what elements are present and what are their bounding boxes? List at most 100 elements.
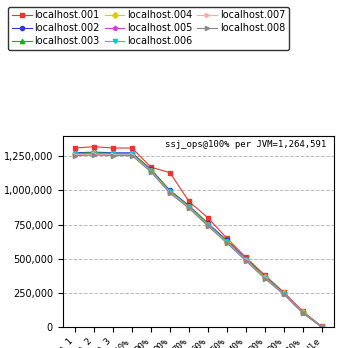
localhost.006: [92, 152, 96, 156]
localhost.002: [225, 238, 229, 243]
localhost.002: [73, 151, 77, 155]
localhost.006: [168, 190, 172, 195]
localhost.006: [73, 152, 77, 157]
localhost.004: [320, 325, 324, 329]
localhost.007: [206, 223, 210, 228]
localhost.005: [130, 152, 134, 156]
Line: localhost.007: localhost.007: [73, 152, 324, 329]
localhost.005: [187, 205, 191, 209]
Text: ssj_ops@100% per JVM=1,264,591: ssj_ops@100% per JVM=1,264,591: [165, 140, 326, 149]
localhost.003: [263, 275, 267, 279]
localhost.001: [301, 309, 305, 314]
localhost.003: [206, 222, 210, 226]
localhost.005: [73, 152, 77, 156]
localhost.001: [244, 255, 248, 260]
localhost.003: [73, 151, 77, 156]
localhost.001: [111, 146, 115, 150]
localhost.008: [130, 153, 134, 158]
localhost.006: [225, 240, 229, 244]
localhost.002: [111, 151, 115, 155]
localhost.001: [206, 216, 210, 220]
localhost.003: [225, 239, 229, 243]
localhost.005: [168, 190, 172, 194]
localhost.007: [73, 153, 77, 157]
localhost.002: [187, 203, 191, 207]
localhost.006: [187, 205, 191, 209]
localhost.005: [282, 292, 286, 296]
localhost.001: [263, 273, 267, 277]
localhost.001: [130, 146, 134, 150]
localhost.001: [282, 290, 286, 294]
localhost.006: [206, 223, 210, 227]
localhost.002: [282, 291, 286, 295]
localhost.008: [168, 191, 172, 195]
localhost.005: [111, 152, 115, 156]
localhost.008: [206, 224, 210, 228]
Line: localhost.001: localhost.001: [73, 144, 324, 329]
localhost.002: [149, 167, 153, 171]
Line: localhost.004: localhost.004: [73, 151, 324, 329]
localhost.008: [73, 153, 77, 158]
localhost.004: [92, 151, 96, 156]
localhost.003: [282, 291, 286, 295]
localhost.002: [130, 151, 134, 155]
Legend: localhost.001, localhost.002, localhost.003, localhost.004, localhost.005, local: localhost.001, localhost.002, localhost.…: [8, 7, 289, 50]
localhost.004: [282, 291, 286, 295]
localhost.005: [225, 240, 229, 244]
Line: localhost.008: localhost.008: [73, 153, 324, 329]
localhost.008: [263, 277, 267, 281]
localhost.001: [92, 144, 96, 149]
localhost.007: [92, 152, 96, 157]
localhost.006: [149, 169, 153, 173]
localhost.001: [149, 165, 153, 169]
localhost.004: [244, 258, 248, 262]
localhost.005: [92, 152, 96, 156]
localhost.007: [168, 191, 172, 195]
localhost.004: [111, 152, 115, 156]
localhost.001: [73, 146, 77, 150]
localhost.007: [187, 206, 191, 210]
localhost.003: [187, 204, 191, 208]
localhost.003: [149, 168, 153, 172]
localhost.005: [301, 310, 305, 315]
localhost.005: [320, 325, 324, 329]
localhost.007: [130, 153, 134, 157]
localhost.003: [244, 257, 248, 261]
localhost.003: [111, 151, 115, 156]
localhost.006: [244, 258, 248, 262]
localhost.007: [149, 169, 153, 174]
localhost.003: [301, 310, 305, 315]
localhost.007: [301, 311, 305, 315]
localhost.004: [187, 205, 191, 209]
localhost.005: [263, 276, 267, 280]
localhost.002: [206, 221, 210, 225]
localhost.001: [187, 199, 191, 204]
localhost.001: [225, 236, 229, 240]
localhost.004: [168, 190, 172, 194]
localhost.008: [301, 311, 305, 315]
localhost.007: [111, 153, 115, 157]
localhost.002: [92, 150, 96, 154]
localhost.005: [206, 223, 210, 227]
localhost.001: [168, 171, 172, 175]
localhost.003: [320, 325, 324, 329]
localhost.004: [263, 275, 267, 279]
localhost.006: [282, 292, 286, 296]
localhost.004: [149, 168, 153, 173]
localhost.008: [225, 241, 229, 245]
localhost.008: [282, 292, 286, 296]
localhost.003: [92, 151, 96, 155]
localhost.007: [244, 258, 248, 262]
Line: localhost.006: localhost.006: [73, 152, 324, 329]
Line: localhost.003: localhost.003: [73, 151, 324, 329]
localhost.003: [130, 151, 134, 156]
localhost.006: [301, 311, 305, 315]
localhost.008: [320, 325, 324, 329]
localhost.008: [92, 153, 96, 157]
localhost.007: [225, 240, 229, 245]
localhost.006: [130, 152, 134, 157]
localhost.008: [244, 259, 248, 263]
localhost.005: [244, 258, 248, 262]
localhost.001: [320, 324, 324, 329]
localhost.006: [263, 276, 267, 280]
